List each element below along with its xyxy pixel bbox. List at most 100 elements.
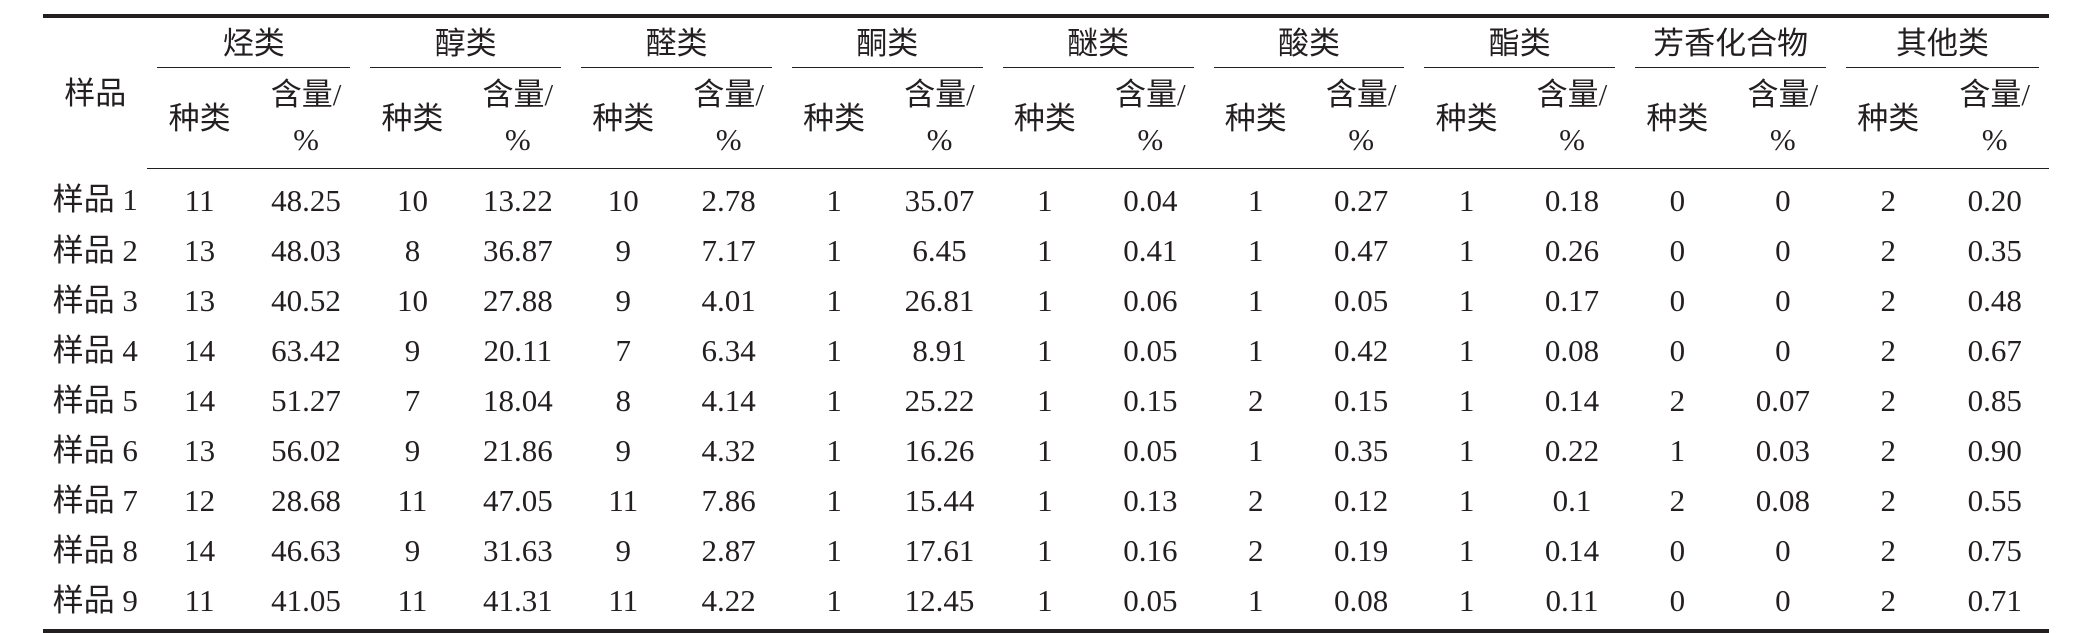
content-cell: 0.13: [1123, 482, 1178, 518]
content-label: 含量/: [1115, 77, 1186, 113]
sample-name-cell: 样品 3: [52, 282, 138, 318]
content-cell: 0.14: [1544, 382, 1600, 418]
content-cell: 0.05: [1334, 282, 1389, 318]
count-cell: 1: [1458, 432, 1475, 468]
count-cell: 13: [184, 282, 216, 318]
content-header-text: 含量/%: [1537, 73, 1608, 163]
count-cell: 1: [1248, 432, 1264, 468]
group-header: 芳香化合物: [1625, 16, 1836, 68]
content-unit: %: [1981, 122, 2008, 157]
count-cell: 9: [615, 532, 632, 568]
content-header-text: 含量/%: [1748, 73, 1819, 163]
content-cell: 0.67: [1967, 332, 2022, 368]
count-cell: 2: [1880, 482, 1896, 518]
content-unit: %: [715, 122, 742, 157]
count-cell: 2: [1248, 382, 1264, 418]
content-header-text: 含量/%: [483, 73, 554, 163]
table-row: 样品 6 13 56.02 9 21.86 9 4.32 1 16.26 1 0.05 1 0.35 1 0…: [43, 425, 2049, 475]
sample-name-cell: 样品 5: [52, 382, 138, 418]
count-cell: 1: [826, 182, 842, 218]
content-unit: %: [1137, 122, 1164, 157]
table-row: 样品 4 14 63.42 9 20.11 7 6.34 1 8.91 1 0.05 1 0.42 1 0.…: [43, 325, 2049, 375]
header-sub-row: 种类 含量/% 种类 含量/% 种类 含量/% 种类 含量/% 种类 含量/% 种类 含量/% 种类 含量…: [43, 68, 2049, 169]
count-cell: 2: [1880, 382, 1896, 418]
content-header-text: 含量/%: [693, 73, 764, 163]
count-cell: 1: [1669, 432, 1686, 468]
content-cell: 16.26: [904, 432, 975, 468]
count-cell: 2: [1669, 382, 1686, 418]
content-cell: 0.15: [1334, 382, 1389, 418]
content-label: 含量/: [482, 77, 554, 113]
content-cell: 0.47: [1334, 232, 1389, 268]
count-cell: 8: [615, 382, 632, 418]
content-header-text: 含量/%: [1326, 73, 1397, 163]
count-cell: 2: [1880, 582, 1896, 618]
count-cell: 13: [184, 432, 216, 468]
count-cell: 14: [184, 532, 216, 568]
count-cell: 2: [1880, 432, 1896, 468]
count-cell: 1: [1037, 332, 1053, 368]
content-cell: 7.86: [701, 482, 756, 518]
count-cell: 1: [826, 432, 842, 468]
content-cell: 48.25: [271, 182, 341, 218]
header-group-row: 样品 烃类 醇类 醛类 酮类 醚类 酸类 酯类 芳香化合物 其他类: [43, 16, 2049, 109]
count-cell: 1: [826, 232, 842, 268]
count-column-header: 种类: [1203, 68, 1308, 169]
count-cell: 1: [1037, 482, 1053, 518]
content-column-header: 含量/%: [1940, 68, 2049, 169]
content-cell: 0.48: [1967, 282, 2022, 318]
content-cell: 28.68: [271, 482, 341, 518]
content-cell: 0.04: [1123, 182, 1178, 218]
content-cell: 0.55: [1967, 482, 2022, 518]
content-cell: 0: [1775, 332, 1791, 368]
volatile-compounds-table: 样品 烃类 醇类 醛类 酮类 醚类 酸类 酯类 芳香化合物 其他类 种类 含量/% 种类 含量/% 种类 含量…: [43, 14, 2049, 633]
count-cell: 1: [1037, 432, 1053, 468]
content-cell: 0.35: [1967, 232, 2022, 268]
count-cell: 11: [608, 482, 639, 518]
count-column-header: 种类: [1625, 68, 1730, 169]
content-cell: 0.14: [1544, 532, 1600, 568]
count-cell: 1: [1248, 232, 1264, 268]
count-cell: 0: [1669, 182, 1686, 218]
group-header: 醇类: [360, 16, 571, 68]
content-unit: %: [1769, 122, 1796, 157]
count-cell: 1: [1037, 582, 1053, 618]
content-cell: 48.03: [271, 232, 341, 268]
content-cell: 13.22: [482, 182, 553, 218]
content-cell: 0.06: [1123, 282, 1178, 318]
count-cell: 1: [1458, 482, 1475, 518]
table-row: 样品 3 13 40.52 10 27.88 9 4.01 1 26.81 1 0.06 1 0.05 1…: [43, 275, 2049, 325]
count-cell: 1: [1458, 532, 1475, 568]
table-row: 样品 5 14 51.27 7 18.04 8 4.14 1 25.22 1 0.15 2 0.15 1 0…: [43, 375, 2049, 425]
content-cell: 0.17: [1544, 282, 1600, 318]
count-cell: 1: [1248, 182, 1264, 218]
content-header-text: 含量/%: [904, 73, 975, 163]
content-cell: 0.07: [1755, 382, 1810, 418]
content-cell: 0: [1775, 582, 1791, 618]
content-column-header: 含量/%: [1307, 68, 1415, 169]
content-cell: 4.22: [701, 582, 756, 618]
count-cell: 1: [1458, 182, 1475, 218]
content-cell: 36.87: [482, 232, 553, 268]
count-cell: 10: [396, 182, 428, 218]
content-label: 含量/: [1536, 77, 1608, 113]
count-cell: 1: [1037, 282, 1053, 318]
count-column-header: 种类: [992, 68, 1098, 169]
content-column-header: 含量/%: [1097, 68, 1204, 169]
content-cell: 26.81: [904, 282, 975, 318]
content-cell: 40.52: [271, 282, 341, 318]
content-unit: %: [1348, 122, 1375, 157]
content-cell: 0.08: [1544, 332, 1600, 368]
content-cell: 2.87: [701, 532, 756, 568]
content-cell: 47.05: [482, 482, 553, 518]
count-cell: 1: [1037, 382, 1053, 418]
content-unit: %: [504, 122, 531, 157]
count-cell: 11: [608, 582, 639, 618]
content-cell: 0.12: [1334, 482, 1389, 518]
content-cell: 0.08: [1755, 482, 1810, 518]
count-cell: 12: [184, 482, 216, 518]
content-cell: 0.08: [1334, 582, 1389, 618]
content-header-text: 含量/%: [1959, 73, 2030, 163]
content-cell: 0.90: [1967, 432, 2022, 468]
content-cell: 21.86: [482, 432, 553, 468]
